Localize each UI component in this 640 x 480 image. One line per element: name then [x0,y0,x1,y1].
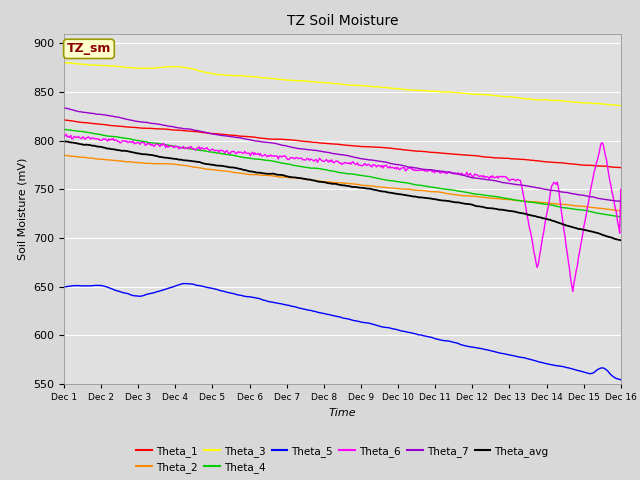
Theta_1 [617,165,625,170]
Theta_7 [324,150,332,156]
Theta_4 [324,168,332,173]
Theta_5 [329,312,337,318]
Theta_3 [362,83,369,89]
Theta_4 [362,173,369,179]
Theta_6 [393,166,401,172]
Theta_avg [60,138,68,144]
Theta_5 [180,281,188,287]
Line: Theta_1: Theta_1 [64,120,621,168]
Theta_3 [516,95,524,101]
Theta_7 [60,105,68,111]
Theta_avg [516,210,524,216]
Theta_1 [516,156,524,162]
Legend: Theta_1, Theta_2, Theta_3, Theta_4, Theta_5, Theta_6, Theta_7, Theta_avg: Theta_1, Theta_2, Theta_3, Theta_4, Thet… [132,442,553,477]
Theta_5 [326,312,333,318]
Theta_5 [518,355,525,360]
Theta_1 [60,117,68,123]
Theta_2 [604,206,611,212]
Theta_1 [362,144,369,150]
Theta_3 [617,103,625,108]
Theta_5 [617,377,625,383]
Line: Theta_5: Theta_5 [64,284,621,380]
Text: TZ_sm: TZ_sm [67,42,111,55]
Theta_3 [604,101,611,107]
Line: Theta_avg: Theta_avg [64,141,621,240]
Theta_avg [362,185,369,191]
Theta_6 [60,134,68,140]
Line: Theta_2: Theta_2 [64,156,621,211]
Theta_avg [604,234,611,240]
Theta_2 [60,153,68,158]
Theta_1 [604,164,611,169]
Theta_4 [617,214,625,220]
Theta_6 [62,132,70,137]
Theta_5 [60,284,68,290]
Theta_avg [328,181,335,187]
Theta_2 [362,182,369,188]
Theta_3 [328,80,335,86]
Theta_3 [60,60,68,65]
Line: Theta_3: Theta_3 [64,62,621,106]
Theta_4 [516,198,524,204]
Theta_1 [328,141,335,147]
Theta_2 [617,208,625,214]
Theta_7 [392,161,399,167]
Line: Theta_4: Theta_4 [64,130,621,217]
Theta_6 [569,288,577,294]
Theta_4 [60,127,68,132]
Theta_3 [392,86,399,92]
Theta_avg [617,237,625,243]
Theta_3 [324,80,332,86]
Theta_4 [392,179,399,184]
Theta_6 [617,187,625,192]
Theta_7 [362,156,369,162]
Theta_5 [605,369,612,375]
Theta_4 [328,168,335,174]
Theta_avg [392,191,399,197]
Line: Theta_7: Theta_7 [64,108,621,201]
Theta_5 [362,320,370,325]
Theta_7 [328,150,335,156]
Theta_7 [604,197,611,203]
Theta_1 [324,141,332,146]
Theta_6 [518,182,525,188]
Theta_5 [393,327,401,333]
Line: Theta_6: Theta_6 [64,134,621,291]
Theta_avg [324,180,332,186]
Theta_6 [326,157,333,163]
Theta_2 [516,198,524,204]
Theta_2 [324,179,332,185]
Title: TZ Soil Moisture: TZ Soil Moisture [287,14,398,28]
Theta_4 [604,212,611,217]
Theta_7 [617,198,625,204]
Theta_2 [328,180,335,185]
Theta_7 [516,182,524,188]
Theta_2 [392,185,399,191]
Theta_6 [329,159,337,165]
Theta_6 [362,163,370,168]
Theta_6 [606,177,614,183]
Y-axis label: Soil Moisture (mV): Soil Moisture (mV) [17,157,28,260]
Theta_1 [392,146,399,152]
X-axis label: Time: Time [328,408,356,418]
